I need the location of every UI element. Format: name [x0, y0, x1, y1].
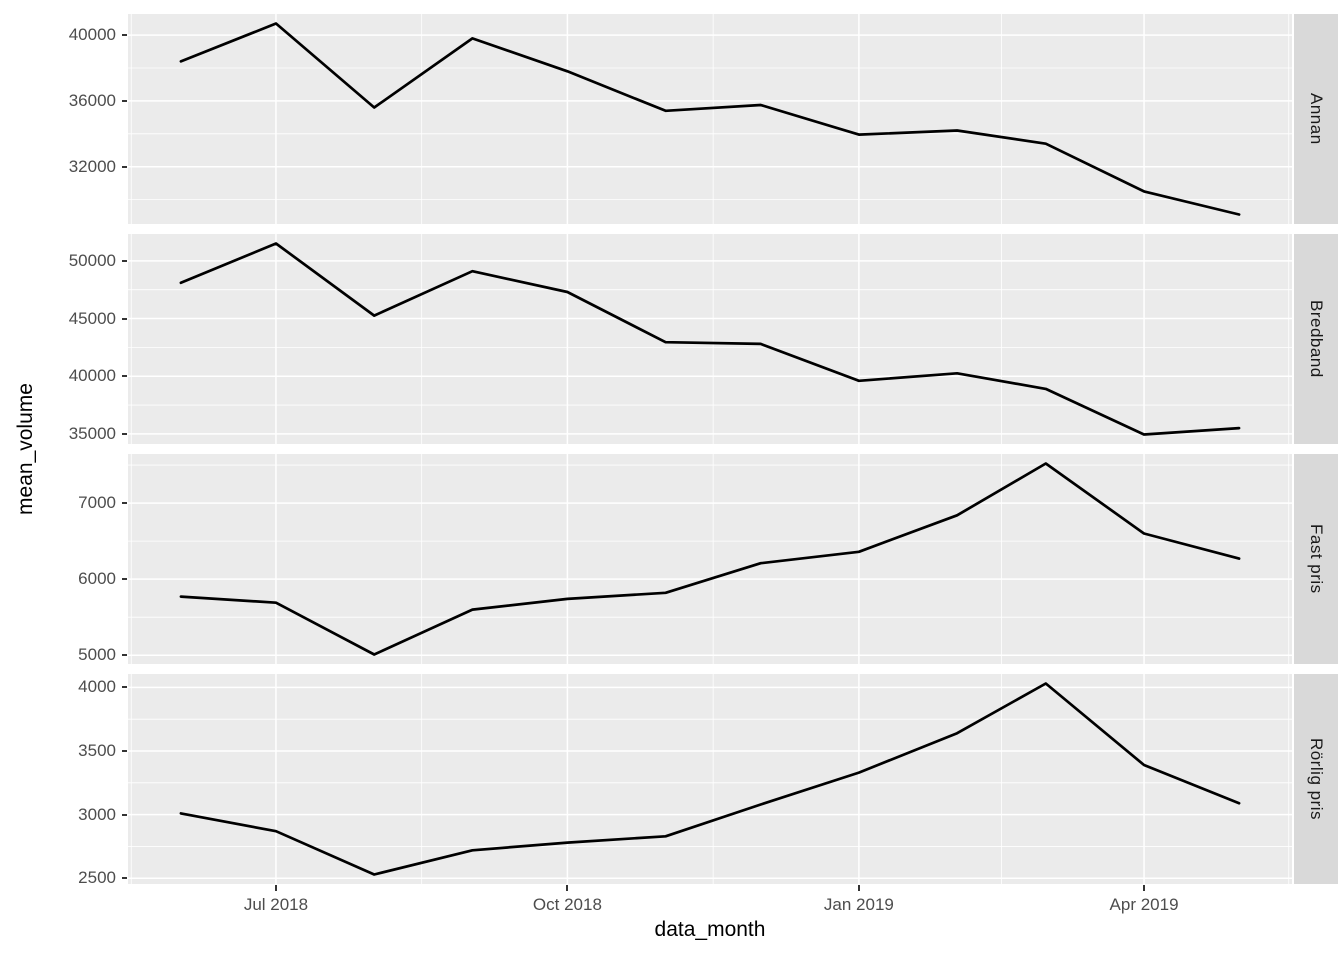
y-tick-label: 5000	[78, 645, 116, 665]
facet-panel-fast-pris	[128, 454, 1292, 664]
facet-strip-label: Fast pris	[1307, 524, 1326, 594]
y-tick-label: 3500	[78, 741, 116, 760]
facet-plot-fast-pris	[128, 454, 1292, 664]
x-tick-mark	[857, 885, 860, 891]
facet-strip-label: Rörlig pris	[1307, 737, 1326, 821]
y-tick-mark	[122, 375, 127, 378]
x-tick-mark	[274, 885, 277, 891]
facet-strip-rörlig-pris: Rörlig pris	[1294, 674, 1338, 884]
facet-plot-bredband	[128, 234, 1292, 444]
x-tick-label: Jul 2018	[243, 895, 309, 914]
y-tick-label: 32000	[68, 156, 116, 176]
y-tick-mark	[122, 317, 127, 320]
y-tick-label: 40000	[68, 366, 116, 386]
x-tick-label: Jan 2019	[823, 895, 894, 914]
y-tick-mark	[122, 654, 127, 657]
y-tick-label: 7000	[78, 493, 116, 513]
y-tick-label: 4000	[78, 677, 116, 697]
y-tick-mark	[122, 502, 127, 505]
data-line-fast-pris	[179, 462, 1241, 656]
data-line-annan	[179, 22, 1241, 216]
facet-plot-annan	[128, 14, 1292, 224]
y-tick-mark	[122, 99, 127, 102]
y-tick-label: 50000	[68, 250, 116, 270]
y-tick-mark	[122, 165, 127, 168]
x-tick-label: Oct 2018	[532, 895, 602, 914]
facet-strip-fast-pris: Fast pris	[1294, 454, 1338, 664]
y-tick-mark	[122, 750, 127, 752]
x-tick-mark	[566, 885, 569, 891]
data-line-bredband	[179, 242, 1241, 436]
y-tick-mark	[122, 686, 127, 689]
y-tick-mark	[122, 259, 127, 262]
facet-strip-label: Bredband	[1307, 300, 1326, 378]
x-tick-label: Apr 2019	[1109, 895, 1179, 914]
y-tick-label: 6000	[78, 569, 116, 589]
facet-panel-bredband	[128, 234, 1292, 444]
y-tick-label: 40000	[68, 25, 116, 45]
y-tick-mark	[122, 813, 127, 816]
y-tick-mark	[122, 432, 127, 435]
y-tick-label: 36000	[68, 90, 116, 110]
facet-strip-bredband: Bredband	[1294, 234, 1338, 444]
facet-panel-annan	[128, 14, 1292, 224]
x-axis-title: data_month	[654, 918, 766, 941]
y-tick-label: 2500	[78, 868, 116, 888]
y-tick-mark	[122, 34, 127, 37]
y-tick-mark	[122, 877, 127, 880]
y-tick-mark	[122, 578, 127, 581]
y-tick-label: 3000	[78, 804, 116, 824]
y-tick-label: 35000	[68, 423, 116, 443]
y-tick-label: 45000	[68, 308, 116, 328]
x-tick-mark	[1143, 885, 1146, 891]
facet-strip-annan: Annan	[1294, 14, 1338, 224]
data-line-rörlig-pris	[179, 682, 1241, 876]
facet-strip-label: Annan	[1307, 93, 1326, 145]
facet-plot-rörlig-pris	[128, 674, 1292, 884]
facet-panel-rörlig-pris	[128, 674, 1292, 884]
